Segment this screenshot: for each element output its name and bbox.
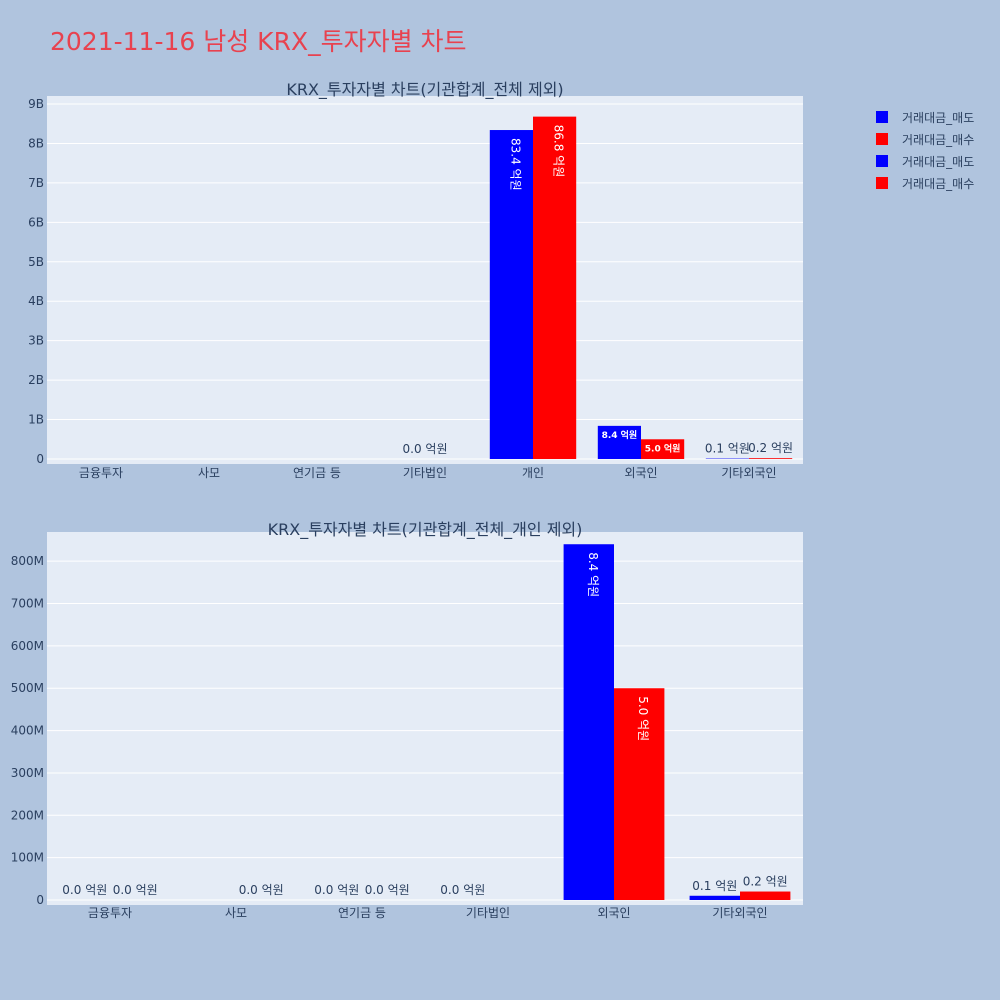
y-tick-label: 800M: [11, 554, 44, 568]
x-tick-label: 기타외국인: [721, 466, 776, 480]
bar: [614, 688, 665, 900]
bar-value-label: 86.8 억원: [552, 125, 566, 178]
y-tick-label: 1B: [28, 413, 44, 427]
page-title: 2021-11-16 남성 KRX_투자자별 차트: [50, 27, 467, 56]
bar-value-label: 0.0 억원: [440, 883, 485, 897]
legend-swatch-sell: [876, 111, 888, 123]
bottom-bar-chart: 0 100M 200M 300M 400M 500M 600M 700M 800M KRX_투자자…: [11, 520, 803, 920]
legend-item[interactable]: 거래대금_매도: [876, 106, 974, 128]
legend: 거래대금_매도 거래대금_매수 거래대금_매도 거래대금_매수: [876, 106, 974, 194]
bar-value-label: 0.0 억원: [365, 883, 410, 897]
x-tick-label: 사모: [198, 466, 220, 480]
y-tick-label: 400M: [11, 724, 44, 738]
bar-value-label: 0.0 억원: [62, 883, 107, 897]
x-tick-label: 연기금 등: [338, 906, 386, 920]
y-tick-label: 5B: [28, 255, 44, 269]
bar: [740, 891, 791, 900]
bar: [641, 439, 685, 459]
bar-value-label: 0.0 억원: [403, 442, 448, 456]
top-bar-chart: 0 1B 2B 3B 4B 5B 6B 7B 8B 9B KRX_투자자별 차트(기관합계_전체 제…: [28, 80, 803, 480]
y-tick-label: 4B: [28, 294, 44, 308]
bar-value-label: 8.4 억원: [586, 552, 600, 597]
bar: [749, 458, 793, 459]
bar: [597, 425, 641, 459]
x-tick-label: 외국인: [597, 906, 630, 920]
plot-area: [47, 532, 803, 905]
legend-label: 거래대금_매도: [902, 110, 975, 125]
y-tick-label: 9B: [28, 97, 44, 111]
x-tick-label: 개인: [522, 466, 544, 480]
chart-title: KRX_투자자별 차트(기관합계_전체_개인 제외): [268, 520, 583, 540]
bar: [533, 116, 577, 459]
plot-area: [47, 96, 803, 464]
y-tick-label: 3B: [28, 334, 44, 348]
y-tick-label: 7B: [28, 176, 44, 190]
bar-value-label: 5.0 억원: [636, 696, 650, 741]
x-tick-label: 기타외국인: [712, 906, 767, 920]
y-tick-label: 500M: [11, 681, 44, 695]
x-tick-label: 금융투자: [79, 466, 123, 480]
bar-value-label: 0.0 억원: [239, 883, 284, 897]
y-tick-label: 0: [36, 893, 44, 907]
x-tick-label: 사모: [225, 906, 247, 920]
legend-item[interactable]: 거래대금_매수: [876, 128, 974, 150]
bar-value-label: 0.1 억원: [692, 879, 737, 893]
bar-value-label: 5.0 억원: [645, 442, 681, 454]
y-tick-label: 8B: [28, 136, 44, 150]
y-tick-label: 100M: [11, 851, 44, 865]
y-tick-label: 2B: [28, 373, 44, 387]
x-tick-label: 기타법인: [403, 466, 447, 480]
legend-label: 거래대금_매수: [902, 176, 975, 191]
x-tick-label: 연기금 등: [293, 466, 341, 480]
legend-swatch-buy: [876, 177, 888, 189]
legend-item[interactable]: 거래대금_매수: [876, 172, 974, 194]
bar-value-label: 83.4 억원: [508, 138, 522, 191]
bar: [489, 130, 533, 460]
x-tick-label: 기타법인: [466, 906, 510, 920]
legend-item[interactable]: 거래대금_매도: [876, 150, 974, 172]
bar-value-label: 0.0 억원: [314, 883, 359, 897]
bar-value-label: 8.4 억원: [602, 429, 638, 441]
y-tick-label: 600M: [11, 639, 44, 653]
y-tick-label: 700M: [11, 597, 44, 611]
bar: [563, 544, 614, 900]
y-tick-label: 6B: [28, 215, 44, 229]
x-tick-label: 외국인: [624, 466, 657, 480]
chart-title: KRX_투자자별 차트(기관합계_전체 제외): [286, 80, 563, 100]
legend-swatch-sell: [876, 155, 888, 167]
bar-value-label: 0.0 억원: [113, 883, 158, 897]
y-tick-label: 0: [36, 452, 44, 466]
y-tick-label: 200M: [11, 808, 44, 822]
bar-value-label: 0.1 억원: [705, 442, 750, 456]
legend-swatch-buy: [876, 133, 888, 145]
x-tick-label: 금융투자: [88, 906, 132, 920]
y-tick-label: 300M: [11, 766, 44, 780]
legend-label: 거래대금_매수: [902, 132, 975, 147]
bar-value-label: 0.2 억원: [743, 875, 788, 889]
bar-value-label: 0.2 억원: [748, 441, 793, 455]
bar: [689, 895, 740, 900]
legend-label: 거래대금_매도: [902, 154, 975, 169]
